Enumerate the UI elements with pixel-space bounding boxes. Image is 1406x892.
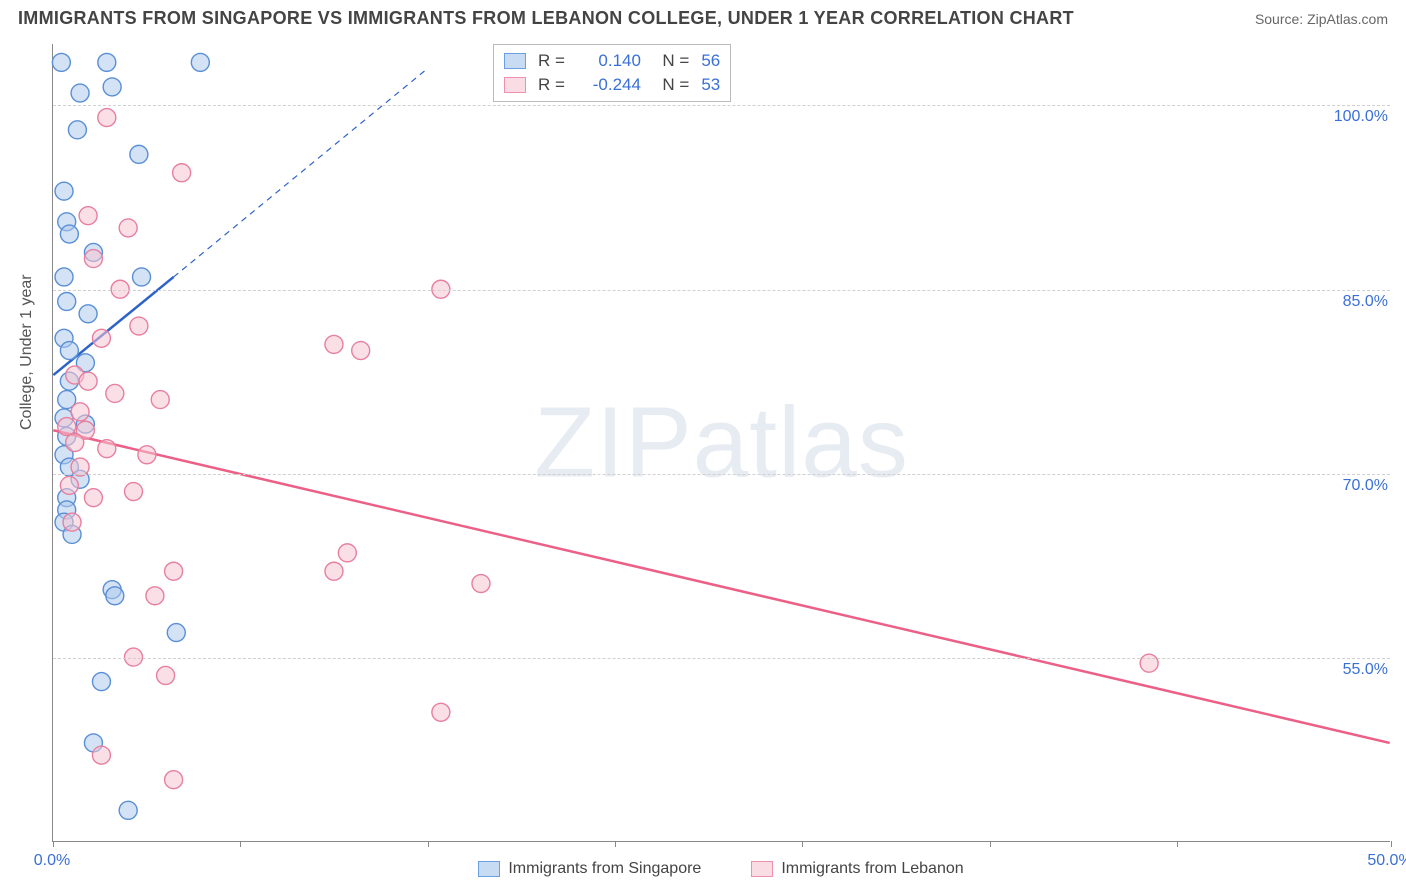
scatter-point — [157, 666, 175, 684]
scatter-point — [71, 403, 89, 421]
x-tick — [428, 841, 429, 847]
y-tick-label: 85.0% — [1339, 293, 1392, 311]
scatter-point — [432, 703, 450, 721]
regression-extension — [174, 69, 428, 277]
scatter-point — [138, 446, 156, 464]
x-tick — [1391, 841, 1392, 847]
scatter-point — [60, 476, 78, 494]
y-tick-label: 70.0% — [1339, 477, 1392, 495]
scatter-point — [133, 268, 151, 286]
x-tick-label: 50.0% — [1367, 852, 1406, 870]
scatter-point — [79, 372, 97, 390]
scatter-point — [352, 342, 370, 360]
scatter-point — [173, 164, 191, 182]
scatter-point — [84, 489, 102, 507]
series-legend-item: Immigrants from Lebanon — [751, 860, 963, 878]
scatter-point — [125, 483, 143, 501]
legend-swatch — [504, 77, 526, 93]
scatter-point — [472, 575, 490, 593]
scatter-point — [79, 207, 97, 225]
correlation-legend-row: R = -0.244 N = 53 — [504, 73, 720, 97]
n-label: N = — [653, 51, 689, 71]
x-tick — [53, 841, 54, 847]
x-tick — [240, 841, 241, 847]
scatter-point — [119, 801, 137, 819]
scatter-point — [151, 391, 169, 409]
n-value: 56 — [701, 51, 720, 71]
r-value: 0.140 — [577, 51, 641, 71]
r-value: -0.244 — [577, 75, 641, 95]
gridline — [53, 658, 1390, 659]
y-tick-label: 55.0% — [1339, 661, 1392, 679]
scatter-point — [63, 513, 81, 531]
scatter-point — [79, 305, 97, 323]
scatter-point — [92, 329, 110, 347]
scatter-point — [71, 84, 89, 102]
n-value: 53 — [701, 75, 720, 95]
scatter-point — [60, 225, 78, 243]
scatter-point — [146, 587, 164, 605]
scatter-point — [98, 109, 116, 127]
series-legend-item: Immigrants from Singapore — [478, 860, 701, 878]
scatter-point — [60, 342, 78, 360]
scatter-point — [106, 384, 124, 402]
scatter-point — [52, 53, 70, 71]
legend-swatch — [751, 861, 773, 877]
scatter-point — [58, 293, 76, 311]
scatter-point — [130, 145, 148, 163]
scatter-point — [103, 78, 121, 96]
gridline — [53, 474, 1390, 475]
legend-swatch — [478, 861, 500, 877]
scatter-svg — [53, 44, 1390, 841]
y-tick-label: 100.0% — [1330, 108, 1392, 126]
scatter-point — [338, 544, 356, 562]
source-text: Source: ZipAtlas.com — [1255, 11, 1388, 27]
x-tick — [1177, 841, 1178, 847]
series-legend: Immigrants from Singapore Immigrants from… — [52, 860, 1390, 878]
series-name: Immigrants from Lebanon — [781, 860, 963, 878]
scatter-point — [165, 771, 183, 789]
scatter-point — [66, 434, 84, 452]
page-title: IMMIGRANTS FROM SINGAPORE VS IMMIGRANTS … — [18, 8, 1074, 29]
correlation-legend-row: R = 0.140 N = 56 — [504, 49, 720, 73]
scatter-point — [55, 268, 73, 286]
x-tick — [990, 841, 991, 847]
x-tick — [615, 841, 616, 847]
x-tick-label: 0.0% — [34, 852, 70, 870]
scatter-point — [68, 121, 86, 139]
gridline — [53, 290, 1390, 291]
scatter-point — [106, 587, 124, 605]
scatter-point — [92, 746, 110, 764]
chart-area: ZIPatlas R =0.140 N = 56R =-0.244 N = 53… — [52, 44, 1390, 842]
regression-line — [53, 430, 1389, 743]
scatter-point — [119, 219, 137, 237]
gridline — [53, 105, 1390, 106]
series-name: Immigrants from Singapore — [508, 860, 701, 878]
scatter-point — [98, 440, 116, 458]
scatter-point — [84, 250, 102, 268]
scatter-point — [191, 53, 209, 71]
legend-swatch — [504, 53, 526, 69]
scatter-point — [167, 624, 185, 642]
scatter-point — [325, 335, 343, 353]
r-label: R = — [538, 75, 565, 95]
plot-area: ZIPatlas R =0.140 N = 56R =-0.244 N = 53… — [52, 44, 1390, 842]
scatter-point — [92, 673, 110, 691]
scatter-point — [325, 562, 343, 580]
scatter-point — [55, 182, 73, 200]
correlation-legend: R = 0.140 N = 56 R = -0.244 N = 53 — [493, 44, 731, 102]
scatter-point — [165, 562, 183, 580]
n-label: N = — [653, 75, 689, 95]
y-axis-label: College, Under 1 year — [18, 274, 36, 430]
scatter-point — [58, 418, 76, 436]
scatter-point — [98, 53, 116, 71]
scatter-point — [130, 317, 148, 335]
r-label: R = — [538, 51, 565, 71]
x-tick — [802, 841, 803, 847]
